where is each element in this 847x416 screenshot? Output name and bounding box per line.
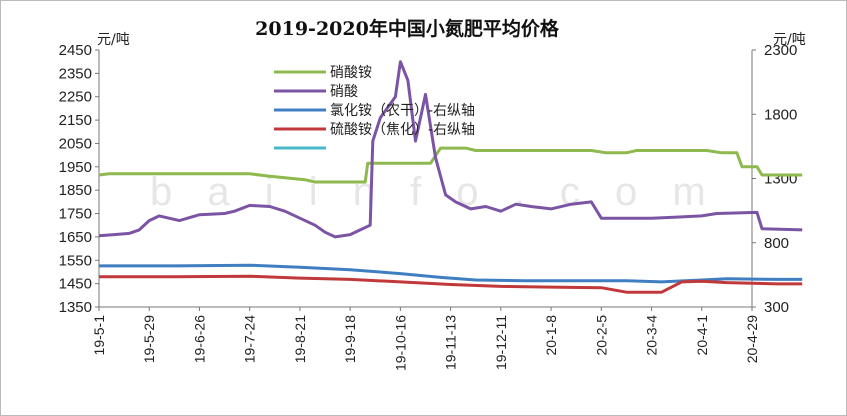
x-tick-label: 20-1-8	[543, 315, 559, 356]
x-tick-label: 20-2-5	[593, 315, 609, 356]
left-tick-label: 1350	[59, 299, 92, 316]
left-tick-label: 1950	[59, 159, 92, 176]
x-tick-label: 20-3-4	[644, 315, 660, 356]
legend-label-3: 硫酸铵（焦化）-右纵轴	[330, 122, 475, 138]
left-tick-label: 2450	[59, 42, 92, 59]
x-tick-label: 19-8-21	[292, 315, 308, 363]
x-tick-label: 19-12-11	[493, 315, 509, 370]
x-tick-label: 19-10-16	[392, 315, 408, 371]
legend-label-1: 硝酸	[330, 84, 358, 100]
x-tick-label: 19-7-24	[242, 315, 258, 363]
series-line-3	[99, 274, 803, 294]
x-tick-label: 19-9-18	[342, 315, 358, 363]
right-tick-label: 2300	[764, 42, 797, 59]
right-axis-unit: 元/吨	[773, 32, 806, 48]
left-axis-unit: 元/吨	[97, 32, 130, 48]
series-line-2	[99, 263, 803, 284]
left-tick-label: 2350	[59, 65, 92, 82]
left-tick-label: 2150	[59, 112, 92, 129]
x-tick-label: 20-4-1	[694, 315, 710, 356]
legend-label-2: 氯化铵（农干）-右纵轴	[330, 103, 475, 119]
x-axis-ticks: 19-5-1 19-5-29 19-6-26 19-7-24 19-8-21 19-9-1…	[91, 307, 760, 371]
watermark-text: b a i i n f o . c o m	[150, 170, 718, 214]
right-tick-label: 800	[764, 235, 789, 252]
left-tick-label: 1750	[59, 206, 92, 223]
chart-title: 2019-2020年中国小氮肥平均价格	[255, 17, 560, 40]
left-axis-ticks: 1350 1450 1550 1650 1750 1850 1950 2050 2150 2250…	[59, 42, 99, 316]
x-tick-label: 19-5-1	[91, 315, 107, 356]
x-tick-label: 19-11-13	[443, 315, 459, 370]
x-tick-label: 19-5-29	[141, 315, 157, 363]
right-axis-ticks: 300 800 1300 1800 2300	[752, 42, 797, 316]
left-tick-label: 1650	[59, 229, 92, 246]
series-line-0	[98, 146, 803, 184]
left-tick-label: 2050	[59, 135, 92, 152]
right-tick-label: 300	[764, 299, 789, 316]
left-tick-label: 1550	[59, 252, 92, 269]
left-tick-label: 2250	[59, 89, 92, 106]
left-tick-label: 1850	[59, 182, 92, 199]
x-tick-label: 19-6-26	[191, 315, 207, 363]
series-line-1	[98, 60, 803, 239]
right-tick-label: 1300	[764, 171, 797, 188]
series-lines	[98, 60, 803, 294]
legend-label-0: 硝酸铵	[330, 65, 372, 81]
left-tick-label: 1450	[59, 276, 92, 293]
right-tick-label: 1800	[764, 106, 797, 123]
x-tick-label: 20-4-29	[744, 315, 760, 363]
